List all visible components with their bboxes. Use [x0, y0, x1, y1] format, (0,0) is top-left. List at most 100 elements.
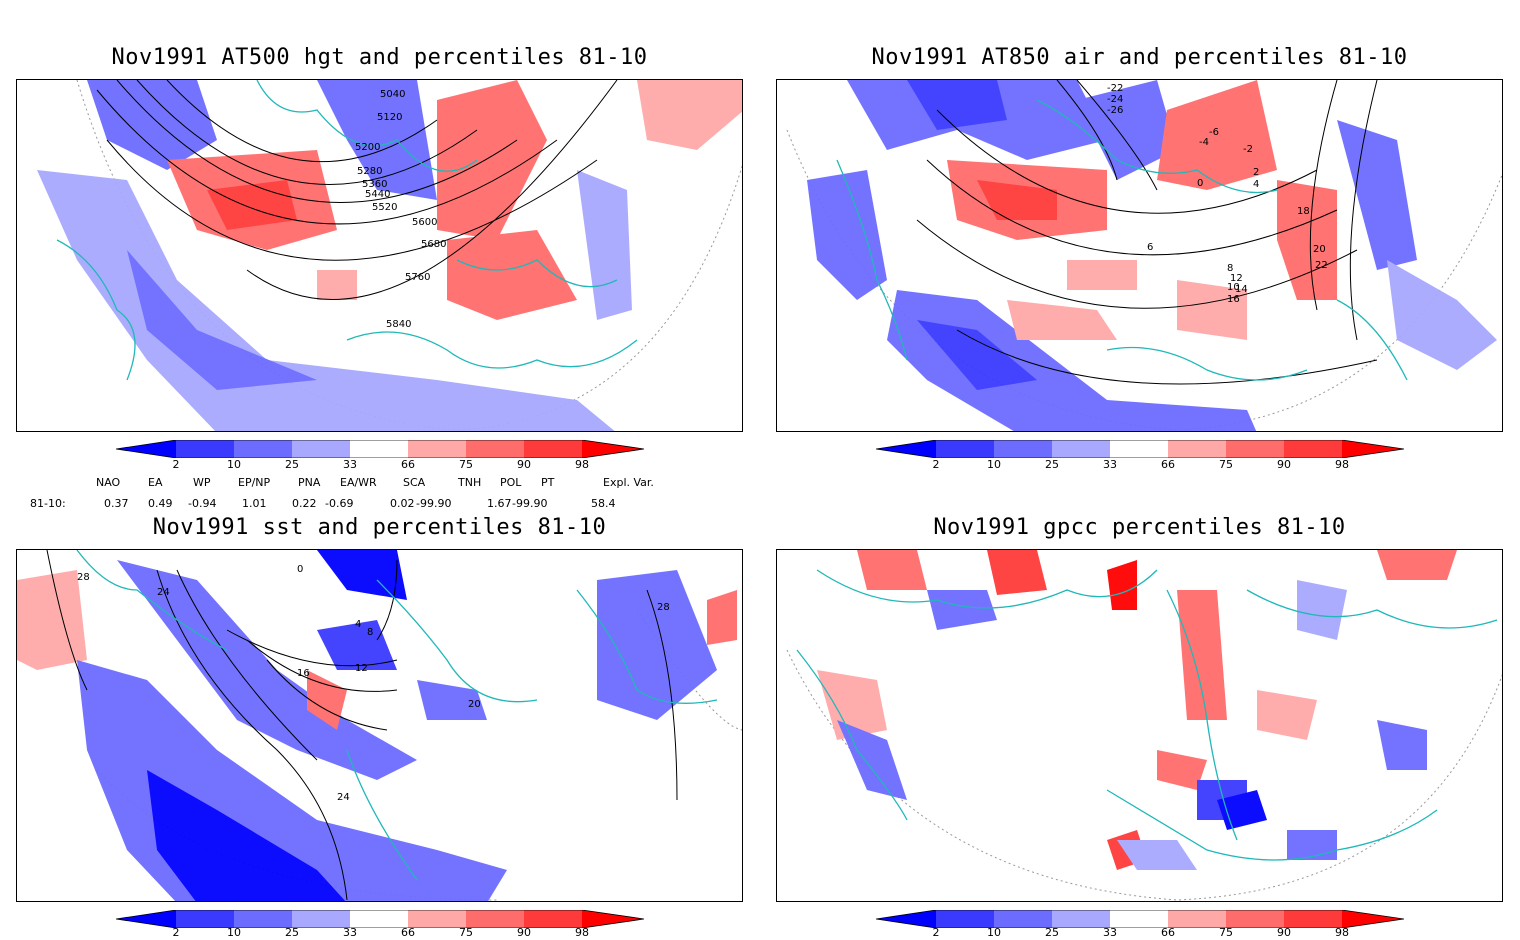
contour-label: 24 — [157, 587, 170, 598]
contour-label: 5360 — [362, 179, 387, 190]
tele-value-pna: 0.22 — [292, 497, 317, 510]
anomaly-red — [1107, 560, 1137, 610]
coastline — [56, 239, 136, 381]
colorbar-label: 75 — [459, 926, 473, 939]
colorbar-label: 2 — [932, 458, 940, 471]
contour-label: 5840 — [386, 319, 411, 330]
contour-label: 16 — [297, 668, 310, 679]
tele-row-label: 81-10: — [30, 497, 66, 510]
colorbar-label: 66 — [401, 926, 415, 939]
anomaly-blue — [807, 170, 887, 300]
contour-label: 8 — [1227, 263, 1233, 274]
map-panel-500hgt: 5040 5120 5200 5280 5360 5440 5520 5600 … — [16, 79, 743, 432]
colorbar-label: 25 — [1045, 926, 1059, 939]
anomaly-blue — [1117, 840, 1197, 870]
coastline — [1246, 589, 1498, 629]
anomaly-blue — [117, 560, 417, 780]
map-panel-sst: 28 24 0 4 8 12 16 20 24 28 — [16, 549, 743, 902]
colorbar-label: 25 — [1045, 458, 1059, 471]
tele-value-ea: 0.49 — [148, 497, 173, 510]
contour-label: 5280 — [357, 166, 382, 177]
tele-value-pol: 1.67 — [487, 497, 512, 510]
contour-label: -24 — [1107, 94, 1123, 105]
anomaly-blue — [1337, 120, 1417, 270]
contour-line — [956, 329, 1378, 385]
colorbar-label: 10 — [227, 458, 241, 471]
colorbar-label: 66 — [1161, 926, 1175, 939]
contour-label: 0 — [297, 564, 303, 575]
anomaly-blue — [1377, 720, 1427, 770]
anomaly-red — [437, 80, 547, 240]
colorbar-top-left: 2 10 25 33 66 75 90 98 — [115, 439, 645, 474]
contour-label: 5760 — [405, 272, 430, 283]
colorbar-label: 90 — [1277, 926, 1291, 939]
anomaly-blue — [87, 80, 217, 170]
contour-line — [936, 109, 1318, 214]
contour-line — [646, 589, 678, 801]
contour-label: 8 — [367, 627, 373, 638]
colorbar-bottom-left: 2 10 25 33 66 75 90 98 — [115, 909, 645, 940]
colorbar-label: 75 — [459, 458, 473, 471]
colorbar-label: 2 — [932, 926, 940, 939]
contour-label: 4 — [355, 619, 361, 630]
contour-line — [1309, 80, 1338, 311]
colorbar-label: 90 — [1277, 458, 1291, 471]
anomaly-blue — [147, 770, 346, 901]
coastline — [816, 569, 1158, 609]
anomaly-red — [1377, 550, 1457, 580]
contour-label: 5520 — [372, 202, 397, 213]
contour-line — [246, 80, 618, 300]
anomaly-blue — [317, 80, 437, 200]
anomaly-blue — [127, 250, 317, 390]
contour-label: 5200 — [355, 142, 380, 153]
contour-label: 14 — [1235, 284, 1248, 295]
colorbar-label: 33 — [343, 926, 357, 939]
contour-label: 28 — [657, 602, 670, 613]
tele-header-sca: SCA — [403, 476, 426, 489]
contour-label: 28 — [77, 572, 90, 583]
contour-line — [266, 659, 388, 731]
tele-header-ea: EA — [148, 476, 163, 489]
contour-label: 5440 — [365, 189, 390, 200]
contour-label: 22 — [1315, 260, 1328, 271]
contour-line — [156, 569, 348, 901]
anomaly-blue — [37, 170, 615, 431]
contour-line — [106, 139, 598, 261]
anomaly-red — [707, 590, 737, 645]
coastline — [1106, 789, 1438, 861]
anomaly-blue — [317, 550, 407, 600]
anomaly-blue — [1387, 260, 1497, 370]
contour-label: 6 — [1147, 242, 1153, 253]
colorbar-label: 90 — [517, 458, 531, 471]
tele-header-epnp: EP/NP — [238, 476, 271, 489]
coastline — [346, 749, 418, 881]
tele-header-pt: PT — [541, 476, 555, 489]
contour-line — [116, 80, 518, 203]
anomaly-red — [1277, 180, 1337, 300]
contour-line — [1349, 80, 1378, 341]
coastline — [76, 550, 228, 651]
colorbar-label: 90 — [517, 926, 531, 939]
anomaly-blue — [577, 170, 632, 320]
contour-label: -26 — [1107, 105, 1123, 116]
map-panel-gpcc — [776, 549, 1503, 902]
tele-header-tnh: TNH — [458, 476, 482, 489]
colorbar-label: 66 — [1161, 458, 1175, 471]
colorbar-label: 33 — [1103, 926, 1117, 939]
anomaly-red — [1007, 300, 1117, 340]
anomaly-blue — [317, 620, 397, 670]
colorbar-label: 98 — [1335, 458, 1349, 471]
colorbar-label: 2 — [172, 458, 180, 471]
contour-line — [376, 559, 398, 641]
contour-label: 5680 — [421, 239, 446, 250]
colorbar-bottom-right: 2 10 25 33 66 75 90 98 — [875, 909, 1405, 940]
tele-value-epnp: 1.01 — [242, 497, 267, 510]
colorbar-label: 33 — [343, 458, 357, 471]
contour-label: 4 — [1253, 179, 1259, 190]
tele-value-pt: -99.90 — [512, 497, 548, 510]
contour-label: -22 — [1107, 83, 1123, 94]
anomaly-red — [17, 570, 87, 670]
contour-label: 12 — [1230, 273, 1243, 284]
tele-value-nao: 0.37 — [104, 497, 129, 510]
panel-title-500hgt: Nov1991 AT500 hgt and percentiles 81-10 — [111, 45, 648, 70]
